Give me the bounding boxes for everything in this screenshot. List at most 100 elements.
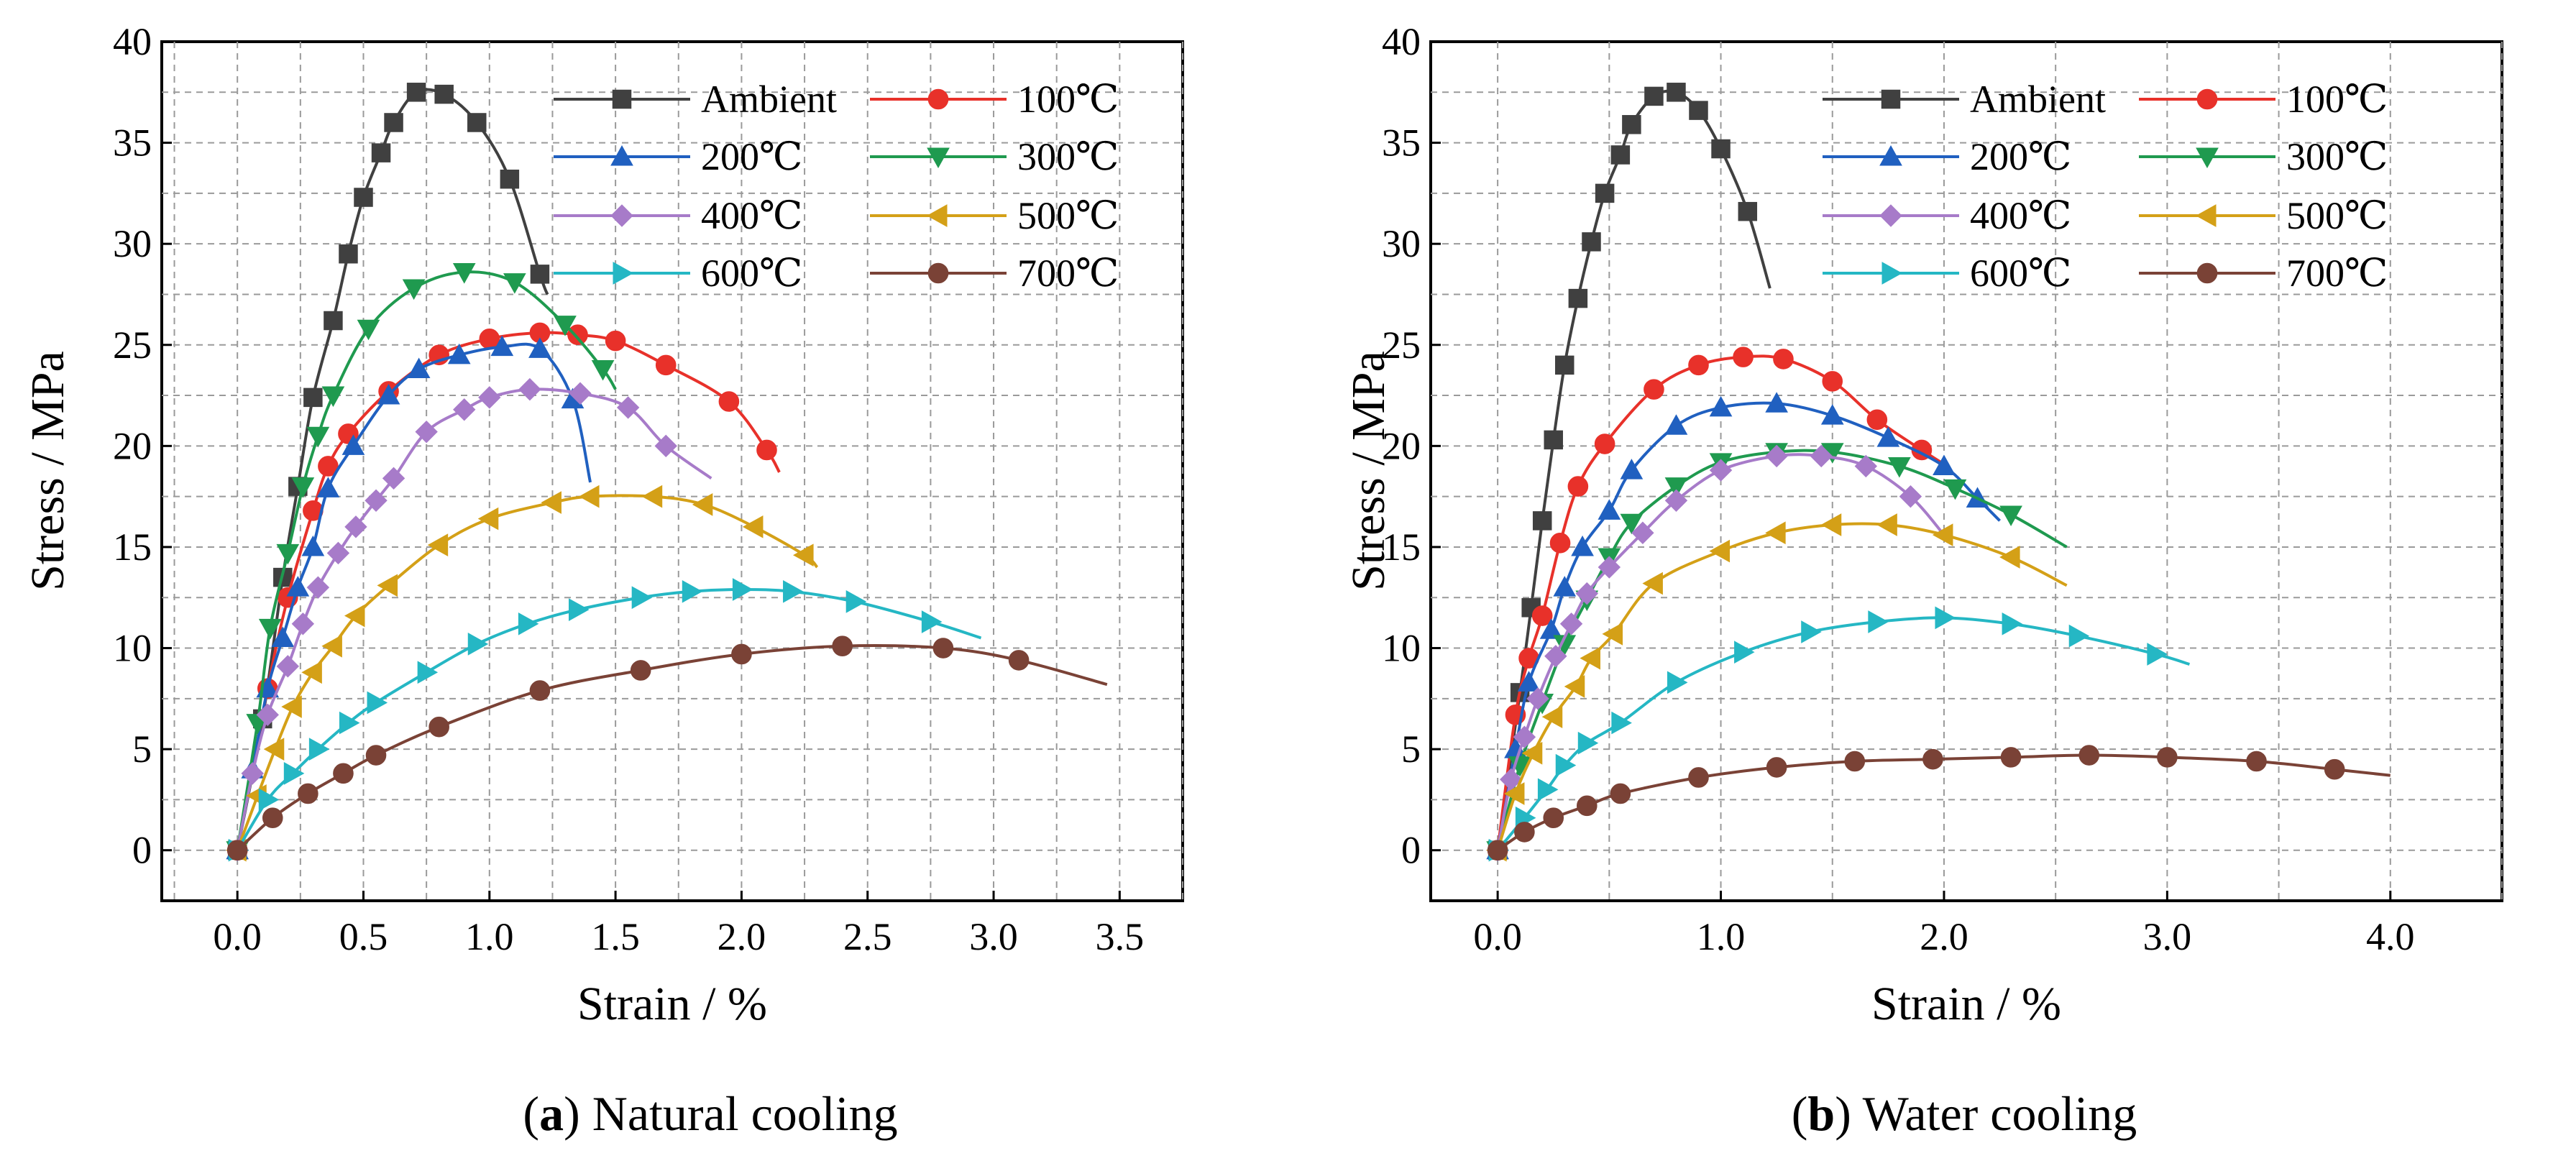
data-point: [1610, 145, 1631, 165]
y-tick-label: 15: [113, 526, 152, 569]
data-point: [591, 360, 615, 381]
data-point: [1642, 572, 1663, 595]
data-point: [756, 439, 777, 461]
data-point: [2246, 751, 2267, 772]
data-series-group: [226, 83, 1108, 862]
data-point: [342, 434, 365, 455]
x-tick-label: 0.0: [1473, 915, 1522, 958]
data-point: [1667, 83, 1686, 102]
legend-marker: [610, 144, 633, 166]
data-point: [783, 579, 804, 603]
data-point: [301, 535, 325, 556]
data-point: [298, 783, 318, 804]
series-600℃: [1488, 606, 2191, 862]
legend-label: 600℃: [1970, 252, 2071, 295]
data-point: [333, 763, 354, 784]
data-point: [1008, 650, 1030, 671]
legend: Ambient 100℃ 200℃ 300℃ 400℃ 500℃ 600℃ 700℃: [1823, 78, 2388, 295]
series-line: [1496, 449, 2068, 851]
data-point: [1595, 183, 1615, 203]
caption-letter: b: [1807, 1086, 1835, 1141]
panel-caption: (a) Natural cooling: [523, 1086, 897, 1141]
data-point: [1598, 556, 1621, 579]
data-point: [316, 477, 340, 497]
data-point: [453, 398, 476, 421]
legend-label: 300℃: [1017, 135, 1119, 178]
data-point: [365, 745, 387, 766]
data-point: [377, 384, 400, 405]
data-point: [1801, 620, 1822, 643]
y-tick-label: 20: [1382, 424, 1421, 467]
data-point: [1559, 612, 1583, 635]
legend-marker: [926, 204, 948, 227]
data-point: [258, 618, 282, 640]
legend-label: 100℃: [2286, 78, 2388, 121]
x-tick-label: 0.0: [213, 915, 262, 958]
data-point: [1899, 485, 1922, 508]
data-point: [241, 762, 264, 785]
legend-entry: 400℃: [554, 194, 802, 237]
legend-entry: Ambient: [554, 78, 837, 121]
data-point: [452, 263, 476, 284]
series-line: [1496, 453, 1945, 851]
data-point: [477, 507, 499, 531]
data-point: [1549, 533, 1571, 554]
data-point: [427, 533, 449, 556]
data-point: [357, 319, 380, 341]
data-point: [377, 574, 398, 597]
data-point: [605, 330, 626, 352]
x-tick-label: 3.0: [969, 915, 1018, 958]
data-point: [1567, 476, 1589, 497]
legend-label: 400℃: [1970, 194, 2071, 237]
data-point: [1932, 523, 1953, 546]
data-point: [518, 377, 541, 401]
data-point: [467, 633, 489, 656]
series-line: [1496, 354, 1945, 850]
data-point: [1517, 671, 1541, 692]
y-tick-label: 25: [113, 323, 152, 367]
data-point: [832, 635, 853, 657]
series-700℃: [226, 635, 1108, 861]
legend-label: 700℃: [1017, 252, 1119, 295]
axis-ticks: 0.0 0.5 1.0 1.5 2.0 2.5 3.0 3.5 0 5 10 15 20 25 30 35 40: [113, 20, 1144, 958]
data-point: [1820, 404, 1844, 425]
data-point: [1876, 426, 1900, 447]
data-point: [1577, 731, 1599, 755]
data-point: [641, 485, 663, 508]
data-point: [1667, 671, 1688, 694]
series-400℃: [226, 377, 712, 862]
data-point: [1765, 521, 1786, 545]
legend-marker: [927, 88, 949, 110]
data-point: [402, 279, 426, 300]
legend-label: 100℃: [1017, 78, 1119, 121]
data-point: [1531, 605, 1553, 626]
data-point: [1620, 459, 1644, 479]
legend-label: 400℃: [701, 194, 802, 237]
data-point: [1999, 505, 2022, 526]
panel-caption: (b) Water cooling: [1792, 1086, 2137, 1141]
legend: Ambient 100℃ 200℃ 300℃ 400℃ 500℃ 600℃ 700℃: [554, 78, 1119, 295]
data-point: [1539, 618, 1563, 639]
data-point: [407, 357, 431, 379]
x-tick-label: 3.0: [2143, 915, 2192, 958]
data-point: [291, 612, 315, 635]
caption-letter: a: [539, 1086, 564, 1141]
data-point: [569, 598, 590, 621]
data-point: [732, 578, 753, 601]
y-tick-label: 15: [1382, 526, 1421, 569]
y-tick-label: 10: [1382, 627, 1421, 670]
data-point: [567, 324, 588, 346]
data-point: [569, 382, 592, 405]
data-point: [226, 840, 248, 861]
data-point: [291, 477, 315, 498]
legend-entry: 300℃: [2139, 135, 2388, 178]
legend-marker: [1879, 204, 1902, 227]
x-tick-label: 3.5: [1096, 915, 1145, 958]
data-point: [306, 576, 330, 599]
x-tick-label: 1.5: [591, 915, 640, 958]
data-point: [478, 386, 501, 409]
data-point: [1933, 454, 1956, 475]
data-point: [529, 680, 551, 701]
data-point: [682, 579, 703, 603]
